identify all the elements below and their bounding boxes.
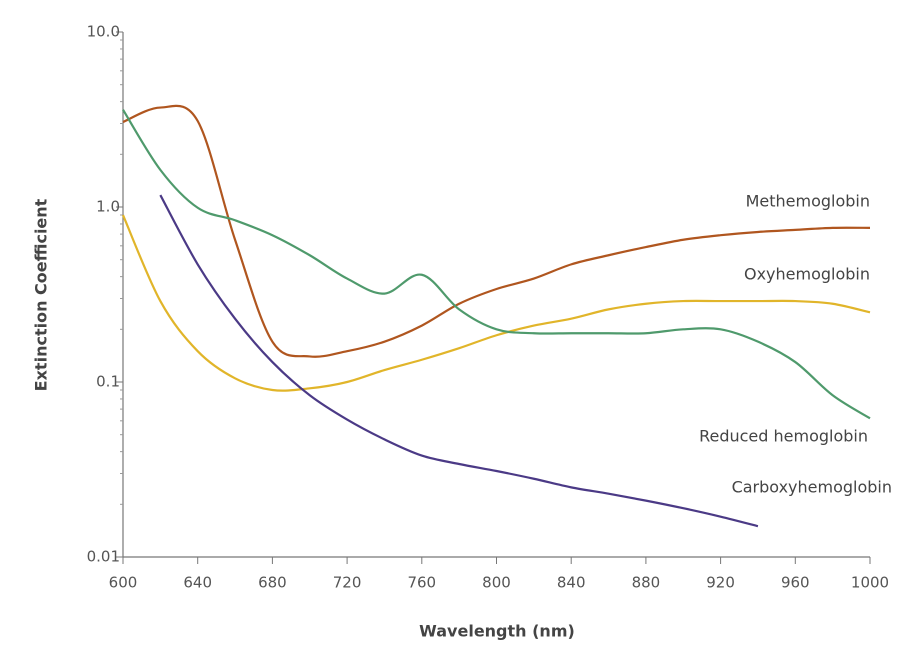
x-axis-title: Wavelength (nm) [419,622,575,641]
series-label: Carboxyhemoglobin [732,478,892,497]
series-label: Reduced hemoglobin [699,427,868,446]
x-tick-label: 800 [482,574,511,592]
x-tick-label: 760 [407,574,436,592]
x-tick-label: 600 [109,574,138,592]
x-tick-label: 920 [706,574,735,592]
x-tick-label: 640 [183,574,212,592]
x-tick-label: 680 [258,574,287,592]
x-tick-label: 960 [781,574,810,592]
y-tick-label: 0.1 [96,373,120,391]
y-tick-label: 1.0 [96,198,120,216]
series-label: Methemoglobin [746,192,870,211]
x-tick-label: 720 [333,574,362,592]
x-tick-label: 880 [632,574,661,592]
series-label: Oxyhemoglobin [744,265,870,284]
y-tick-label: 10.0 [87,23,120,41]
chart: Wavelength (nm) Extinction Coefficient 1… [0,0,902,652]
y-axis-title: Extinction Coefficient [32,198,51,391]
x-tick-label: 1000 [851,574,889,592]
x-tick-label: 840 [557,574,586,592]
y-tick-label: 0.01 [87,548,120,566]
series-line [160,195,758,526]
